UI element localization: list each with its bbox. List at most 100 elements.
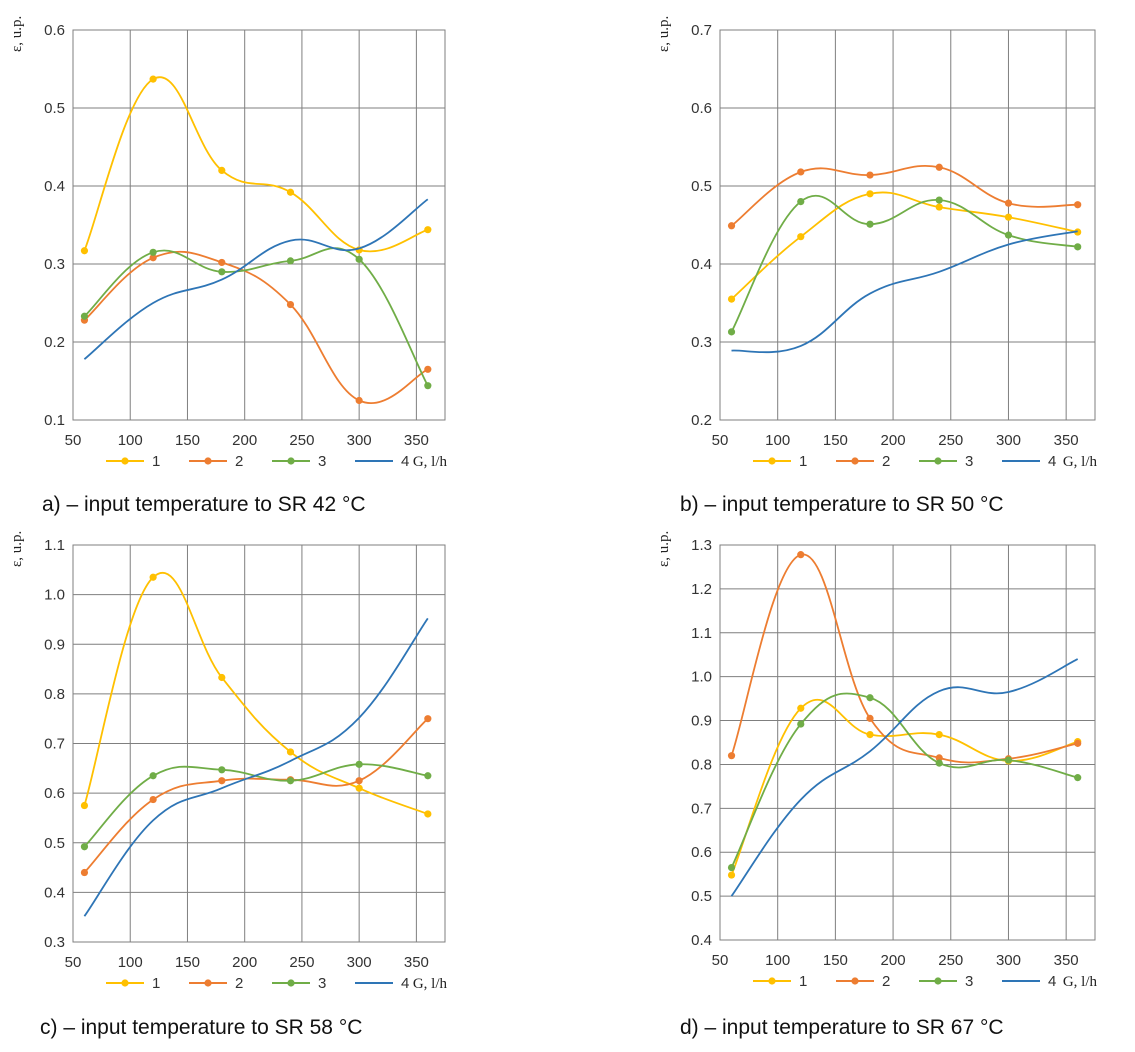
series-3-point	[80, 843, 89, 851]
legend-label-3: 3	[318, 453, 326, 470]
x-tick-label: 300	[347, 954, 372, 971]
legend-label-3: 3	[965, 453, 973, 470]
y-tick-label: 1.1	[691, 625, 712, 642]
series-3-point	[149, 772, 157, 780]
x-tick-label: 150	[823, 432, 848, 449]
series-2-point	[727, 752, 736, 760]
series-3-point	[866, 220, 874, 228]
series-3-point	[935, 196, 943, 204]
x-tick-label: 100	[118, 432, 143, 449]
series-1-point	[286, 748, 295, 756]
series-1-point	[149, 573, 157, 581]
series-1-point	[149, 75, 157, 83]
x-axis-label: G, l/h	[413, 976, 448, 992]
y-tick-label: 0.4	[691, 932, 712, 949]
y-axis-label: ε, u.p.	[9, 531, 25, 567]
plot-frame	[72, 29, 446, 421]
y-tick-label: 0.5	[44, 100, 65, 117]
series-2-point	[1074, 739, 1082, 747]
legend-marker-3	[934, 457, 942, 465]
legend-label-2: 2	[235, 453, 243, 470]
series-3-line	[83, 247, 429, 387]
series-1-point	[355, 784, 363, 792]
chart-panel-a: 50 100 150 200 250 300 350 0.1 0.2 0.3 0.4 0.5 0.6 ε,…	[9, 16, 448, 470]
legend-label-4: 4	[1048, 453, 1056, 470]
plot-frame	[72, 544, 446, 943]
x-tick-label: 300	[996, 432, 1021, 449]
x-tick-label: 200	[881, 432, 906, 449]
chart-panel-d: 50 100 150 200 250 300 350 0.4 0.5 0.6 0.7 0.8 0.9 1.…	[656, 531, 1098, 990]
x-axis-label: G, l/h	[413, 454, 448, 470]
series-1-point	[797, 704, 805, 712]
caption-c: c) – input temperature to SR 58 °C	[40, 1016, 363, 1039]
x-tick-label: 250	[289, 954, 314, 971]
series-2-line	[730, 165, 1078, 227]
series-2-line	[83, 718, 429, 874]
legend-marker-3	[287, 457, 295, 465]
series-2-point	[286, 300, 295, 309]
series-3-point	[1074, 243, 1082, 251]
legend-label-3: 3	[318, 975, 326, 992]
series-1-point	[80, 801, 89, 810]
series-1-point	[866, 731, 874, 739]
legend-marker-1	[768, 457, 776, 465]
series-3-line	[730, 692, 1078, 868]
series-1-line	[83, 76, 429, 253]
series-1-point	[727, 871, 736, 879]
plot-frame	[719, 544, 1096, 941]
y-tick-label: 0.7	[44, 736, 65, 753]
x-tick-label: 350	[1054, 432, 1079, 449]
series-3-line	[83, 763, 428, 848]
series-1-point	[424, 810, 432, 818]
series-2-point	[218, 258, 226, 267]
x-tick-label: 300	[347, 432, 372, 449]
series-3-point	[424, 382, 432, 390]
legend-label-2: 2	[235, 975, 243, 992]
series-2-point	[866, 171, 874, 179]
x-tick-label: 50	[65, 954, 82, 971]
x-tick-label: 250	[938, 952, 963, 969]
legend-label-1: 1	[152, 453, 160, 470]
caption-d: d) – input temperature to SR 67 °C	[680, 1016, 1004, 1039]
legend-marker-1	[768, 977, 776, 985]
series-2-point	[866, 714, 874, 722]
y-tick-label: 0.9	[44, 636, 65, 653]
y-tick-label: 0.6	[691, 844, 712, 861]
series-1-line	[730, 699, 1078, 876]
y-tick-label: 0.3	[691, 334, 712, 351]
series-2-point	[935, 754, 943, 762]
series-4-line	[731, 230, 1078, 354]
legend-label-1: 1	[152, 975, 160, 992]
series-1-point	[1004, 213, 1013, 221]
series-2-point	[424, 715, 432, 723]
series-2-point	[797, 168, 805, 176]
x-axis-label: G, l/h	[1063, 454, 1098, 470]
series-1-point	[797, 233, 805, 241]
legend-label-4: 4	[401, 453, 409, 470]
legend-label-1: 1	[799, 453, 807, 470]
series-1-point	[286, 188, 295, 196]
series-4-line	[730, 658, 1079, 897]
series-4-line	[83, 198, 429, 360]
series-1-point	[218, 673, 226, 682]
plot-frame	[719, 29, 1096, 421]
x-axis-label: G, l/h	[1063, 974, 1098, 990]
series-3-point	[1004, 756, 1013, 764]
x-tick-label: 250	[289, 432, 314, 449]
y-tick-label: 0.3	[44, 934, 65, 951]
y-tick-label: 1.0	[691, 669, 712, 686]
x-tick-label: 200	[881, 952, 906, 969]
y-tick-label: 0.8	[691, 756, 712, 773]
series-1-point	[218, 166, 226, 174]
y-tick-label: 0.6	[691, 100, 712, 117]
y-tick-label: 0.6	[44, 22, 65, 39]
series-2-point	[355, 396, 363, 405]
y-tick-label: 0.6	[44, 785, 65, 802]
legend-label-3: 3	[965, 973, 973, 990]
series-1-point	[935, 203, 943, 211]
series-3-point	[355, 760, 363, 768]
series-3-point	[727, 863, 736, 872]
x-tick-label: 100	[765, 952, 790, 969]
y-tick-label: 0.4	[691, 256, 712, 273]
series-2-point	[935, 163, 943, 171]
